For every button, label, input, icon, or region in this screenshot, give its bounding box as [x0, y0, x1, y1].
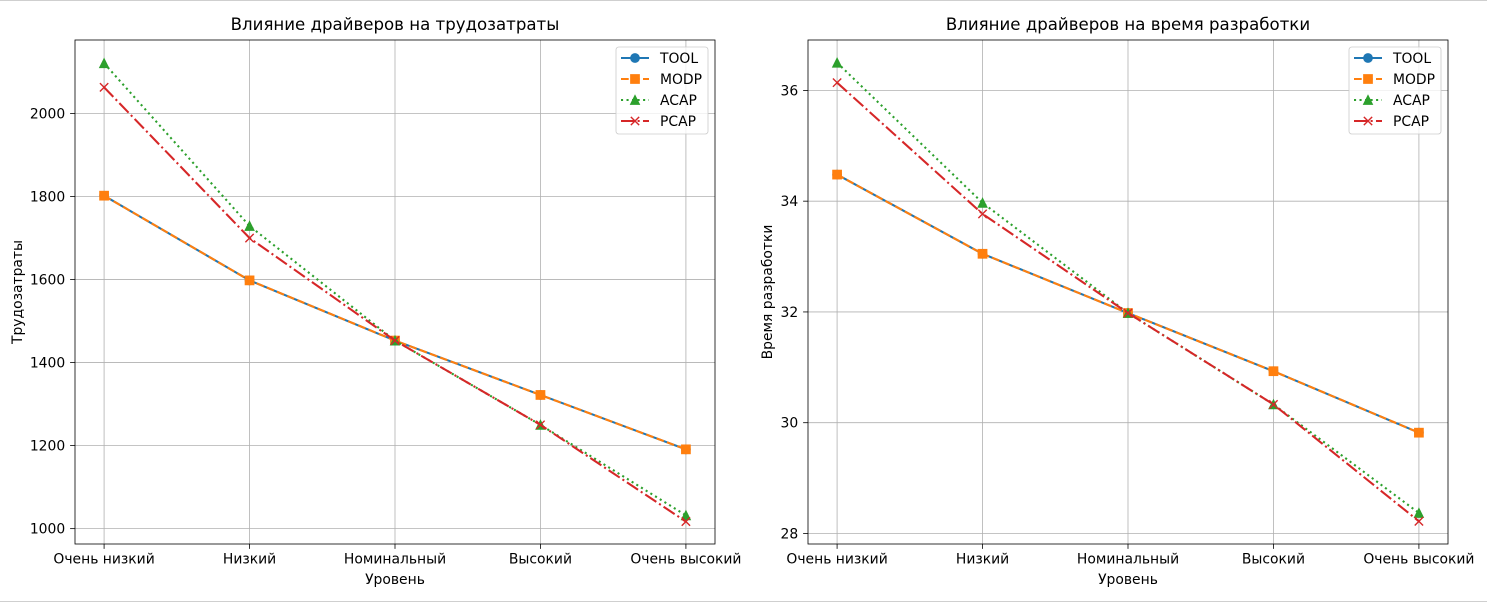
top-border: [0, 0, 1487, 1]
legend-label-modp: MODP: [660, 72, 702, 88]
legend: TOOL MODP ACAP PCAP: [1348, 46, 1442, 135]
y-tick-label: 34: [781, 194, 799, 210]
x-tick-label: Номинальный: [344, 551, 446, 567]
data-point-modp: [1268, 366, 1279, 377]
data-point-pcap: [977, 209, 988, 219]
legend-box: [615, 46, 709, 135]
legend-marker-pcap: [1363, 116, 1373, 126]
grid: [75, 40, 715, 544]
development-time-chart: Влияние драйверов на время разработки Оч…: [760, 15, 1475, 588]
x-tick-label: Очень высокий: [630, 551, 741, 567]
x-tick-label: Низкий: [956, 551, 1009, 567]
data-point-acap: [977, 197, 988, 208]
legend-entry-modp: MODP: [1354, 72, 1435, 88]
legend-entry-tool: TOOL: [1354, 51, 1431, 67]
legend-marker-pcap: [630, 116, 640, 126]
legend-label-tool: TOOL: [659, 51, 698, 67]
x-tick-label: Очень высокий: [1363, 551, 1474, 567]
data-point-modp: [681, 444, 691, 455]
x-axis-label: Уровень: [365, 572, 425, 588]
legend-label-pcap: PCAP: [1393, 114, 1429, 130]
x-axis-label: Уровень: [1098, 572, 1158, 588]
legend-marker-tool: [630, 53, 640, 63]
y-axis-label: Время разработки: [760, 225, 776, 360]
series-line-pcap: [103, 86, 687, 523]
series-pcap: [832, 77, 1424, 526]
y-axis-label: Трудозатраты: [10, 240, 26, 345]
legend-label-modp: MODP: [1393, 72, 1435, 88]
data-point-pcap: [681, 516, 691, 527]
legend-entry-pcap: PCAP: [1354, 114, 1429, 130]
data-point-modp: [99, 190, 109, 201]
legend: TOOL MODP ACAP PCAP: [615, 46, 709, 135]
data-point-modp: [535, 390, 546, 400]
data-point-pcap: [1268, 399, 1279, 410]
data-point-pcap: [1414, 516, 1424, 526]
data-point-pcap: [1123, 308, 1133, 318]
x-tick-label: Низкий: [223, 551, 276, 567]
y-tick-label: 36: [781, 83, 799, 99]
x-tick-label: Очень низкий: [53, 551, 154, 567]
plot-area: Очень низкий Низкий Номинальный Высокий Очен…: [781, 39, 1474, 567]
series-line-pcap: [836, 81, 1420, 523]
y-tick-label: 28: [781, 526, 799, 542]
y-tick-label: 32: [781, 305, 799, 321]
data-point-modp: [244, 275, 255, 286]
legend-entry-acap: ACAP: [1354, 93, 1430, 109]
y-tick-label: 1600: [30, 272, 65, 288]
chart-title: Влияние драйверов на время разработки: [946, 15, 1310, 34]
y-tick-label: 1200: [30, 438, 65, 454]
y-tick-label: 1400: [30, 355, 65, 371]
legend-marker-modp: [630, 74, 640, 84]
legend-marker-acap: [629, 94, 641, 105]
legend-label-tool: TOOL: [1392, 51, 1431, 67]
y-tick-label: 1000: [30, 522, 65, 538]
legend-entry-pcap: PCAP: [621, 114, 696, 130]
data-point-pcap: [535, 420, 546, 430]
grid: [808, 40, 1448, 544]
data-point-acap: [680, 509, 692, 521]
data-point-modp: [832, 169, 842, 180]
data-point-pcap: [99, 82, 109, 92]
data-point-pcap: [832, 77, 842, 88]
data-point-acap: [98, 57, 110, 69]
legend-entry-acap: ACAP: [621, 93, 697, 109]
data-point-acap: [831, 56, 843, 68]
y-tick-label: 2000: [30, 106, 65, 122]
legend-marker-acap: [1362, 94, 1374, 105]
y-tick-label: 1800: [30, 189, 65, 205]
bottom-border: [0, 601, 1487, 602]
data-point-pcap: [244, 233, 255, 243]
legend-entry-tool: TOOL: [621, 51, 698, 67]
data-point-acap: [1413, 507, 1425, 518]
legend-marker-modp: [1363, 74, 1373, 84]
chart-title: Влияние драйверов на трудозатраты: [231, 15, 560, 34]
x-tick-label: Высокий: [1242, 551, 1305, 567]
data-point-acap: [244, 220, 255, 231]
series-pcap: [99, 82, 691, 527]
legend-label-acap: ACAP: [660, 93, 697, 109]
legend-marker-tool: [1363, 53, 1373, 63]
data-point-pcap: [390, 335, 400, 346]
plot-area: Очень низкий Низкий Номинальный Высокий Очен…: [30, 39, 741, 567]
y-tick-label: 30: [781, 416, 799, 432]
effort-chart: Влияние драйверов на трудозатраты Очень …: [10, 15, 742, 588]
data-point-modp: [1414, 427, 1424, 438]
legend-label-pcap: PCAP: [660, 114, 696, 130]
legend-label-acap: ACAP: [1393, 93, 1430, 109]
data-point-modp: [977, 248, 988, 259]
x-tick-label: Очень низкий: [786, 551, 887, 567]
legend-box: [1348, 46, 1442, 135]
x-tick-label: Высокий: [509, 551, 572, 567]
x-tick-label: Номинальный: [1077, 551, 1179, 567]
legend-entry-modp: MODP: [621, 72, 702, 88]
